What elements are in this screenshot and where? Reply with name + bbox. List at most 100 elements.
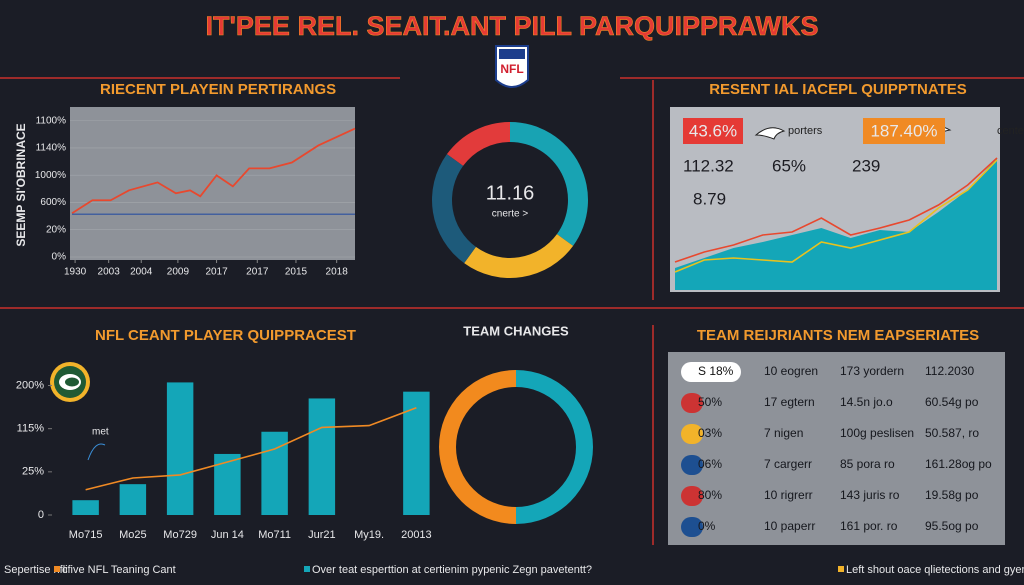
- table-panel: [668, 352, 1005, 545]
- table-cell: 0%: [698, 519, 716, 533]
- donut-slice: [446, 122, 510, 166]
- kpi-value: 43.6%: [689, 121, 737, 140]
- table-cell: 03%: [698, 426, 722, 440]
- x-tick-label: Mo25: [119, 529, 147, 541]
- x-tick-label: 2003: [98, 267, 121, 278]
- y-tick-label: 25%: [22, 466, 44, 478]
- x-tick-label: Jun 14: [211, 529, 244, 541]
- kpi-badge: [683, 118, 743, 144]
- x-tick-label: 2017: [246, 267, 269, 278]
- y-axis-label: SEEMP SI'OBRINACE: [14, 123, 28, 246]
- x-tick-label: 2004: [130, 267, 153, 278]
- table-cell: 85 pora ro: [840, 457, 895, 471]
- row-badge: [681, 517, 703, 537]
- footer-text: Over teat esperttion at certienim pypeni…: [312, 564, 592, 576]
- footer-text: cfive NFL Teaning Cant: [62, 564, 176, 576]
- table-cell: 95.5og po: [925, 519, 979, 533]
- table-cell: 14.5n jo.o: [840, 395, 893, 409]
- x-tick-label: My19.: [354, 529, 384, 541]
- table-cell: 7 nigen: [764, 426, 803, 440]
- row-badge: [681, 455, 703, 475]
- table-cell: 7 cargerr: [764, 457, 812, 471]
- row-badge: [681, 362, 741, 382]
- center-value: 11.16: [486, 182, 535, 204]
- panel-title: TEAM CHANGES: [463, 323, 569, 338]
- footer-text: Left shout oace qlietections and gyer: [846, 564, 1024, 576]
- table-cell: 80%: [698, 488, 722, 502]
- donut-slice: [510, 122, 588, 246]
- y-tick-label: 20%: [46, 224, 66, 235]
- donut-slice: [464, 234, 574, 278]
- kpi-label: porters: [788, 125, 823, 137]
- x-tick-label: 2017: [205, 267, 228, 278]
- table-cell: 60.54g po: [925, 395, 979, 409]
- stat-value: 239: [852, 156, 880, 175]
- y-tick-label: 600%: [40, 197, 66, 208]
- kpi-value: 187.40%: [870, 121, 937, 140]
- y-tick-label: 0%: [52, 252, 67, 263]
- table-cell: 161 por. ro: [840, 519, 898, 533]
- area-series: [675, 158, 997, 290]
- stat-value: 65%: [772, 156, 806, 175]
- x-tick-label: 2018: [326, 267, 349, 278]
- page-title: IT'PEE REL. SEAIT.ANT PILL PARQUIPPRAWKS: [206, 11, 819, 41]
- x-tick-label: Mo729: [163, 529, 197, 541]
- kpi-badge: [863, 118, 945, 144]
- x-tick-label: 2015: [285, 267, 308, 278]
- legend-swatch: [838, 566, 844, 572]
- table-cell: 10 paperr: [764, 519, 815, 533]
- panel-title: RESENT IAL IACEPL QUIPPTNATES: [709, 81, 967, 98]
- table-cell: 10 eogren: [764, 364, 818, 378]
- line-series: [674, 159, 998, 273]
- table-cell: 17 egtern: [764, 395, 815, 409]
- line-series: [71, 127, 356, 214]
- legend-swatch: [54, 566, 60, 572]
- stat-value: 112.32: [683, 156, 734, 175]
- table-cell: 10 rigrerr: [764, 488, 813, 502]
- row-badge: [681, 486, 703, 506]
- x-tick-label: Mo715: [69, 529, 103, 541]
- y-tick-label: 1100%: [36, 115, 67, 126]
- bar: [308, 398, 336, 515]
- table-cell: 161.28og po: [925, 457, 992, 471]
- team-logo: [50, 362, 90, 402]
- plot-area: [70, 107, 355, 260]
- legend-swatch: [304, 566, 310, 572]
- y-tick-label: 115%: [17, 423, 45, 435]
- y-tick-label: 0: [38, 509, 44, 521]
- bar: [214, 453, 241, 515]
- table-cell: 06%: [698, 457, 722, 471]
- y-tick-label: 1140%: [36, 143, 67, 154]
- y-tick-label: 1000%: [35, 170, 66, 181]
- line-series: [85, 406, 417, 491]
- table-cell: 19.58g po: [925, 488, 979, 502]
- row-badge: [681, 424, 703, 444]
- table-cell: 143 juris ro: [840, 488, 900, 502]
- nfl-logo: NFL: [495, 45, 529, 88]
- donut-slice: [516, 370, 593, 524]
- footer-text: Sepertise nfli: [4, 564, 68, 576]
- table-cell: S 18%: [698, 364, 734, 378]
- table-cell: 50%: [698, 395, 722, 409]
- x-tick-label: 20013: [401, 529, 432, 541]
- panel-title: NFL CEANT PLAYER QUIPPRACEST: [95, 327, 356, 344]
- x-tick-label: Mo711: [258, 529, 291, 541]
- table-cell: 112.2030: [925, 364, 974, 378]
- panel-title: TEAM REIJRIANTS NEM EAPSERIATES: [697, 327, 979, 344]
- y-tick-label: 200%: [16, 379, 44, 391]
- kpi-label: centers: [997, 125, 1024, 137]
- table-cell: 173 yordern: [840, 364, 904, 378]
- center-label: cnerte >: [492, 209, 529, 220]
- panel-title: RIECENT PLAYEIN PERTIRANGS: [100, 81, 336, 98]
- donut-slice: [439, 370, 516, 524]
- row-badge: [681, 393, 703, 413]
- bar: [166, 382, 194, 515]
- table-cell: 50.587, ro: [925, 426, 979, 440]
- donut-slice: [432, 154, 476, 264]
- x-tick-label: 1930: [64, 267, 87, 278]
- legend-label: met: [92, 427, 109, 438]
- bar: [72, 500, 99, 515]
- eagle-icon: [754, 127, 786, 140]
- bar: [119, 484, 147, 515]
